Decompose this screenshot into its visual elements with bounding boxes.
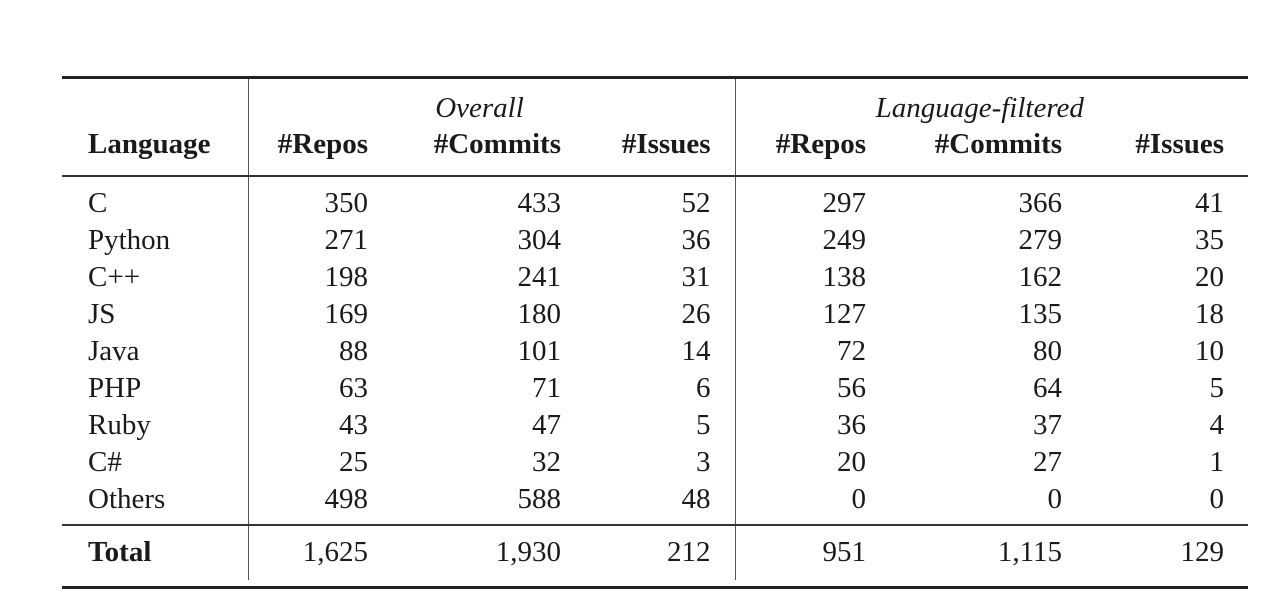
cell-overall-commits: 588 bbox=[517, 483, 562, 515]
total-overall-commits: 1,930 bbox=[392, 524, 585, 580]
total-filtered-issues: 129 bbox=[1086, 524, 1249, 580]
cell-overall-repos: 25 bbox=[339, 446, 368, 478]
cell-filtered-commits: 279 bbox=[1018, 224, 1063, 256]
cell-filtered-repos: 56 bbox=[837, 372, 867, 404]
group-header-row: Overall Language-filtered bbox=[62, 79, 1248, 125]
cell-language: C# bbox=[62, 444, 249, 481]
cell-filtered-issues: 35 bbox=[1195, 224, 1225, 256]
total-overall-repos: 1,625 bbox=[248, 524, 392, 580]
cell-filtered-commits: 162 bbox=[1018, 261, 1063, 293]
cell-filtered-issues: 1 bbox=[1209, 446, 1225, 478]
total-filtered-repos: 951 bbox=[735, 524, 891, 580]
col-overall-commits: #Commits bbox=[392, 125, 585, 177]
cell-overall-issues: 5 bbox=[585, 407, 736, 444]
cell-filtered-issues: 18 bbox=[1195, 298, 1225, 330]
cell-language: PHP bbox=[62, 370, 249, 407]
cell-overall-commits: 47 bbox=[532, 409, 561, 441]
column-header-row: Language #Repos #Commits #Issues #Repos … bbox=[62, 125, 1249, 177]
cell-filtered-commits: 135 bbox=[1018, 298, 1063, 330]
cell-overall-repos: 350 bbox=[324, 187, 369, 219]
table-row: PHP 63 71 6 56 64 5 bbox=[62, 370, 1248, 407]
cell-filtered-commits: 64 bbox=[1033, 372, 1063, 404]
cell-filtered-commits: 366 bbox=[1018, 187, 1063, 219]
table-row: Others 498 588 48 0 0 0 bbox=[62, 481, 1248, 525]
cell-filtered-issues: 20 bbox=[1195, 261, 1225, 293]
cell-overall-commits: 71 bbox=[532, 372, 561, 404]
data-table: Overall Language-filtered Language #Repo… bbox=[62, 76, 1249, 580]
cell-overall-repos: 498 bbox=[324, 483, 369, 515]
cell-overall-commits: 241 bbox=[517, 261, 562, 293]
cell-overall-repos: 198 bbox=[324, 261, 369, 293]
cell-overall-issues: 48 bbox=[585, 481, 736, 525]
cell-filtered-repos: 127 bbox=[822, 298, 867, 330]
col-filtered-repos: #Repos bbox=[735, 125, 891, 177]
table-row: Java 88 101 14 72 80 10 bbox=[62, 333, 1248, 370]
table-row: C# 25 32 3 20 27 1 bbox=[62, 444, 1248, 481]
cell-filtered-commits: 27 bbox=[1033, 446, 1063, 478]
cell-overall-issues: 52 bbox=[585, 176, 736, 222]
table-row: Ruby 43 47 5 36 37 4 bbox=[62, 407, 1248, 444]
cell-filtered-repos: 20 bbox=[837, 446, 867, 478]
table-row: C 350 433 52 297 366 41 bbox=[62, 176, 1248, 222]
col-language: Language bbox=[62, 125, 249, 177]
cell-filtered-issues: 41 bbox=[1195, 187, 1225, 219]
cell-overall-issues: 26 bbox=[585, 296, 736, 333]
cell-overall-issues: 36 bbox=[585, 222, 736, 259]
cell-overall-issues: 3 bbox=[585, 444, 736, 481]
cell-overall-commits: 32 bbox=[532, 446, 561, 478]
cell-filtered-commits: 0 bbox=[1047, 483, 1063, 515]
top-rule bbox=[62, 76, 1248, 79]
stats-table: Overall Language-filtered Language #Repo… bbox=[62, 79, 1249, 580]
cell-overall-repos: 271 bbox=[324, 224, 369, 256]
cell-language: Java bbox=[62, 333, 249, 370]
col-filtered-commits: #Commits bbox=[890, 125, 1087, 177]
cell-filtered-repos: 249 bbox=[822, 224, 867, 256]
cell-language: C++ bbox=[62, 259, 249, 296]
total-label: Total bbox=[62, 524, 249, 580]
cell-filtered-issues: 5 bbox=[1209, 372, 1225, 404]
cell-overall-commits: 304 bbox=[517, 224, 562, 256]
cell-filtered-repos: 297 bbox=[822, 187, 867, 219]
group-header-spacer bbox=[62, 79, 249, 125]
cell-filtered-commits: 80 bbox=[1033, 335, 1063, 367]
bottom-rule bbox=[62, 586, 1248, 589]
cell-overall-repos: 88 bbox=[339, 335, 368, 367]
cell-overall-commits: 180 bbox=[517, 298, 562, 330]
col-filtered-issues: #Issues bbox=[1086, 125, 1249, 177]
col-overall-repos: #Repos bbox=[248, 125, 392, 177]
cell-overall-repos: 63 bbox=[339, 372, 368, 404]
cell-overall-issues: 14 bbox=[585, 333, 736, 370]
cell-filtered-issues: 10 bbox=[1195, 335, 1225, 367]
cell-overall-repos: 43 bbox=[339, 409, 368, 441]
cell-filtered-repos: 72 bbox=[837, 335, 867, 367]
cell-filtered-issues: 4 bbox=[1209, 409, 1225, 441]
table-row: Python 271 304 36 249 279 35 bbox=[62, 222, 1248, 259]
cell-filtered-repos: 138 bbox=[822, 261, 867, 293]
cell-filtered-repos: 36 bbox=[837, 409, 867, 441]
table-row: C++ 198 241 31 138 162 20 bbox=[62, 259, 1248, 296]
cell-language: Others bbox=[62, 481, 249, 525]
cell-overall-commits: 101 bbox=[517, 335, 562, 367]
cell-overall-issues: 6 bbox=[585, 370, 736, 407]
cell-overall-repos: 169 bbox=[324, 298, 369, 330]
col-overall-issues: #Issues bbox=[585, 125, 736, 177]
cell-overall-commits: 433 bbox=[517, 187, 562, 219]
total-filtered-commits: 1,115 bbox=[890, 524, 1087, 580]
cell-overall-issues: 31 bbox=[585, 259, 736, 296]
cell-language: JS bbox=[62, 296, 249, 333]
total-overall-issues: 212 bbox=[585, 524, 736, 580]
cell-filtered-issues: 0 bbox=[1209, 483, 1225, 515]
cell-language: C bbox=[62, 176, 249, 222]
cell-filtered-repos: 0 bbox=[851, 483, 867, 515]
total-row: Total 1,625 1,930 212 951 1,115 129 bbox=[62, 524, 1249, 580]
table-body: C 350 433 52 297 366 41 Python 271 304 36 249 279 35 C… bbox=[62, 176, 1248, 525]
table-row: JS 169 180 26 127 135 18 bbox=[62, 296, 1248, 333]
cell-language: Ruby bbox=[62, 407, 249, 444]
cell-filtered-commits: 37 bbox=[1033, 409, 1063, 441]
cell-language: Python bbox=[62, 222, 249, 259]
group-language-filtered: Language-filtered bbox=[875, 92, 1084, 124]
group-overall: Overall bbox=[248, 79, 736, 125]
